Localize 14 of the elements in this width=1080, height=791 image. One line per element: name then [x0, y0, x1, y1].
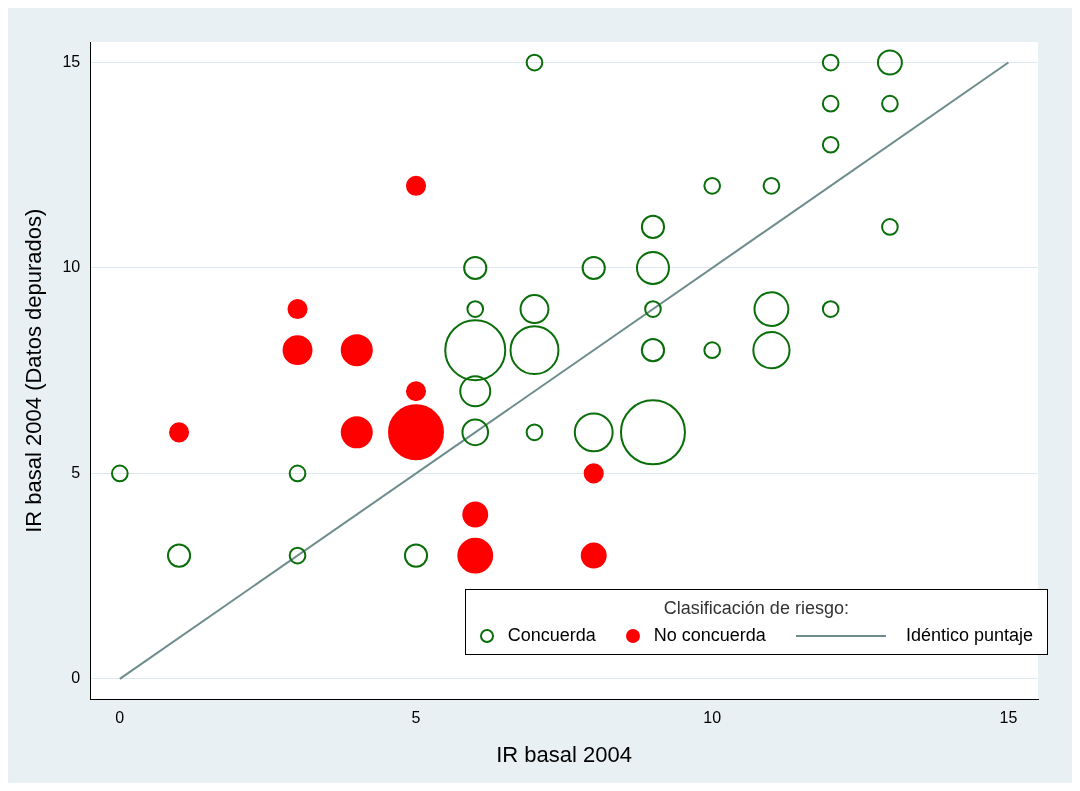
x-tick-label: 10: [703, 709, 722, 727]
y-axis-title: IR basal 2004 (Datos depurados): [21, 208, 47, 533]
x-tick-label: 0: [115, 709, 125, 727]
legend-label: Idéntico puntaje: [905, 625, 1033, 646]
y-tick-label: 5: [71, 463, 81, 481]
x-tick-label: 5: [411, 709, 421, 727]
legend-title: Clasificación de riesgo:: [662, 598, 850, 619]
y-tick-label: 0: [71, 669, 81, 687]
x-tick-label: 15: [999, 709, 1018, 727]
y-tick-label: 15: [62, 52, 81, 70]
y-tick-label: 10: [62, 258, 81, 276]
legend-label: No concuerda: [653, 625, 766, 646]
legend-label: Concuerda: [507, 625, 596, 646]
x-axis-title: IR basal 2004: [496, 741, 632, 767]
